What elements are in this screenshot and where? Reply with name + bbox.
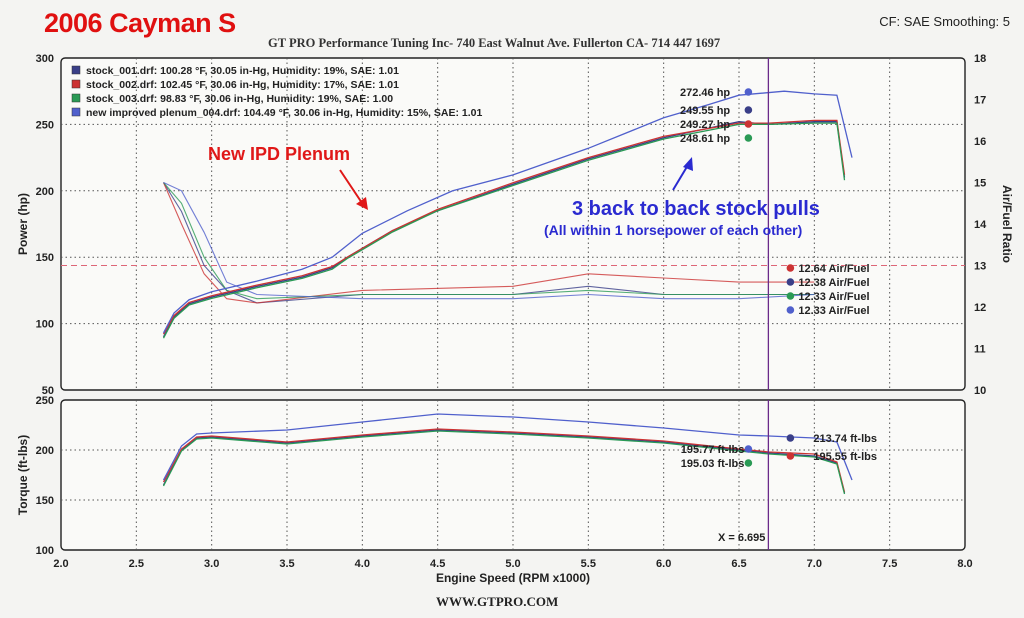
torque-axis-label: Torque (ft-lbs) xyxy=(16,435,30,515)
x-tick-label: 5.0 xyxy=(505,558,520,570)
x-tick-label: 2.5 xyxy=(129,558,144,570)
torque-value-marker xyxy=(744,445,753,453)
power-series-line xyxy=(162,122,846,339)
afr-tick-label: 18 xyxy=(974,53,986,65)
afr-tick-label: 15 xyxy=(974,178,986,190)
afr-value-label: 12.38 Air/Fuel xyxy=(798,277,869,289)
x-tick-label: 6.5 xyxy=(731,558,746,570)
afr-value-marker xyxy=(786,292,795,300)
annotation-stock-arrowhead xyxy=(683,157,693,171)
torque-value-label: 195.77 ft-lbs xyxy=(681,444,745,456)
legend-swatch xyxy=(71,65,81,75)
power-tick-label: 250 xyxy=(36,119,54,131)
torque-tick-label: 150 xyxy=(36,495,54,507)
legend-swatch xyxy=(71,79,81,89)
afr-series-line xyxy=(163,182,815,300)
annotation-stock-arrow xyxy=(672,164,689,191)
afr-tick-label: 16 xyxy=(974,136,986,148)
afr-series-line xyxy=(163,182,815,300)
afr-value-marker xyxy=(786,306,795,314)
annotation-stock-sub: (All within 1 horsepower of each other) xyxy=(544,222,802,238)
annotation-stock: 3 back to back stock pulls xyxy=(572,198,820,220)
afr-series-line xyxy=(162,182,815,304)
torque-series-line xyxy=(162,428,846,493)
legend-swatch xyxy=(71,107,81,117)
legend-swatch xyxy=(71,93,81,103)
x-tick-label: 2.0 xyxy=(53,558,68,570)
power-axis-label: Power (hp) xyxy=(16,193,30,255)
power-value-label: 249.27 hp xyxy=(680,119,730,131)
shop-header: GT PRO Performance Tuning Inc- 740 East … xyxy=(268,36,721,50)
x-axis-label: Engine Speed (RPM x1000) xyxy=(436,571,590,585)
torque-series-line xyxy=(162,429,846,494)
torque-series-line xyxy=(162,430,846,495)
legend-entry: stock_003.drf: 98.83 °F, 30.06 in-Hg, Hu… xyxy=(86,93,393,105)
afr-tick-label: 10 xyxy=(974,385,986,397)
cursor-label: X = 6.695 xyxy=(718,532,765,544)
afr-axis-label: Air/Fuel Ratio xyxy=(1000,185,1014,263)
torque-value-label: 195.55 ft-lbs xyxy=(813,451,877,463)
x-tick-label: 7.5 xyxy=(882,558,897,570)
afr-tick-label: 12 xyxy=(974,302,986,314)
torque-series-line xyxy=(162,413,853,481)
legend-entry: stock_001.drf: 100.28 °F, 30.05 in-Hg, H… xyxy=(86,65,399,77)
afr-value-marker xyxy=(786,278,795,286)
afr-value-label: 12.64 Air/Fuel xyxy=(798,263,869,275)
x-tick-label: 4.5 xyxy=(430,558,445,570)
power-tick-label: 200 xyxy=(36,186,54,198)
power-value-label: 249.55 hp xyxy=(680,105,730,117)
afr-tick-label: 11 xyxy=(974,344,986,356)
power-tick-label: 150 xyxy=(36,252,54,264)
torque-value-marker xyxy=(786,434,795,442)
page-title: 2006 Cayman S xyxy=(44,8,236,38)
power-value-marker xyxy=(744,88,753,96)
torque-tick-label: 100 xyxy=(36,545,54,557)
afr-value-label: 12.33 Air/Fuel xyxy=(798,291,869,303)
power-series-line xyxy=(162,90,853,334)
afr-tick-label: 17 xyxy=(974,95,986,107)
x-tick-label: 8.0 xyxy=(957,558,972,570)
annotation-plenum: New IPD Plenum xyxy=(208,144,350,164)
afr-tick-label: 13 xyxy=(974,261,986,273)
footer-url: WWW.GTPRO.COM xyxy=(436,594,559,609)
x-tick-label: 3.0 xyxy=(204,558,219,570)
x-tick-label: 6.0 xyxy=(656,558,671,570)
power-tick-label: 100 xyxy=(36,319,54,331)
power-series-line xyxy=(162,119,846,335)
torque-value-marker xyxy=(786,452,795,460)
power-value-label: 248.61 hp xyxy=(680,133,730,145)
torque-tick-label: 200 xyxy=(36,445,54,457)
x-tick-label: 7.0 xyxy=(807,558,822,570)
x-tick-label: 3.5 xyxy=(279,558,294,570)
power-tick-label: 50 xyxy=(42,385,54,397)
annotation-plenum-arrow xyxy=(339,169,363,204)
legend-entry: stock_002.drf: 102.45 °F, 30.06 in-Hg, H… xyxy=(86,79,399,91)
annotation-plenum-arrowhead xyxy=(356,197,368,210)
x-tick-label: 5.5 xyxy=(581,558,596,570)
power-tick-label: 300 xyxy=(36,53,54,65)
x-tick-label: 4.0 xyxy=(355,558,370,570)
afr-value-label: 12.33 Air/Fuel xyxy=(798,305,869,317)
afr-value-marker xyxy=(786,264,795,272)
torque-value-marker xyxy=(744,459,753,467)
afr-tick-label: 14 xyxy=(974,219,987,231)
torque-value-label: 213.74 ft-lbs xyxy=(813,433,877,445)
torque-tick-label: 250 xyxy=(36,395,54,407)
settings-text: CF: SAE Smoothing: 5 xyxy=(879,14,1010,29)
power-value-label: 272.46 hp xyxy=(680,87,730,99)
power-value-marker xyxy=(744,120,753,128)
legend-entry: new improved plenum_004.drf: 104.49 °F, … xyxy=(86,107,482,119)
power-value-marker xyxy=(744,134,753,142)
torque-value-label: 195.03 ft-lbs xyxy=(681,458,745,470)
power-value-marker xyxy=(744,106,753,114)
